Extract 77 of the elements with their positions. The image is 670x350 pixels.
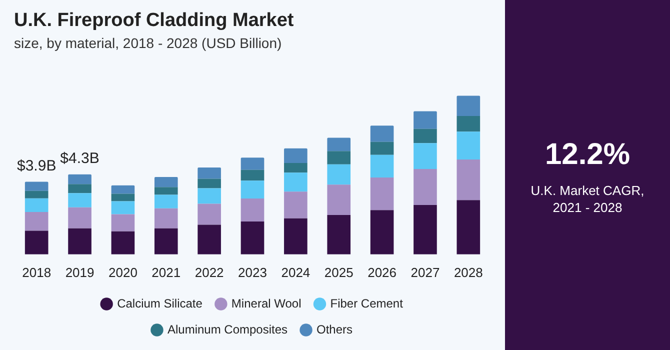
legend-label: Aluminum Composites xyxy=(167,322,288,336)
x-tick-label: 2021 xyxy=(152,264,181,280)
bar xyxy=(24,198,48,212)
chart-title: U.K. Fireproof Cladding Market xyxy=(14,10,294,32)
bar xyxy=(111,185,135,194)
bar xyxy=(111,201,135,214)
bar xyxy=(240,170,264,181)
x-tick-label: 2020 xyxy=(108,264,138,280)
bar xyxy=(327,184,351,216)
x-tick-label: 2024 xyxy=(281,264,310,280)
bar xyxy=(456,160,480,200)
bar xyxy=(284,148,308,164)
x-tick-label: 2022 xyxy=(194,264,224,280)
bar xyxy=(456,116,480,132)
bar xyxy=(456,132,480,160)
x-tick-label: 2019 xyxy=(65,264,94,280)
bar xyxy=(111,231,135,254)
bar xyxy=(327,151,351,164)
bar xyxy=(240,158,264,170)
annotation: $3.9B xyxy=(16,157,56,174)
legend-label: Calcium Silicate xyxy=(117,296,203,310)
bar xyxy=(414,128,437,144)
bar xyxy=(198,204,221,225)
bar xyxy=(68,174,92,184)
bar xyxy=(327,164,351,185)
text: 12.2% xyxy=(544,138,632,172)
legend-label: Fiber Cement xyxy=(330,296,404,310)
bar xyxy=(68,207,92,228)
bar xyxy=(24,190,48,198)
chart-subtitle: size, by material, 2018 - 2028 (USD Billion) xyxy=(14,35,282,51)
bar xyxy=(370,210,394,254)
bar xyxy=(327,138,351,152)
bar xyxy=(154,194,178,208)
bar xyxy=(284,172,308,192)
bar xyxy=(154,187,178,195)
bar xyxy=(198,167,221,179)
bar xyxy=(240,222,264,254)
bar xyxy=(414,169,437,206)
bar xyxy=(414,205,437,254)
bar xyxy=(370,154,394,178)
bar xyxy=(24,212,48,231)
bar xyxy=(456,200,480,254)
bar xyxy=(111,214,135,232)
bar xyxy=(370,142,394,155)
bar xyxy=(154,208,178,228)
bar xyxy=(370,126,394,142)
bar xyxy=(370,177,394,210)
text: U.K. Market CAGR, 2021 - 2028 xyxy=(530,182,646,216)
bar xyxy=(284,218,308,254)
bar xyxy=(198,224,221,254)
x-tick-label: 2018 xyxy=(22,264,52,280)
x-tick-label: 2026 xyxy=(368,264,397,280)
bar xyxy=(284,163,308,173)
legend-label: Mineral Wool xyxy=(231,296,302,310)
x-tick-label: 2028 xyxy=(454,264,483,280)
bar xyxy=(414,143,437,170)
bar xyxy=(240,198,264,222)
bar xyxy=(68,193,92,208)
bar xyxy=(327,215,351,254)
bar xyxy=(24,230,48,254)
bar xyxy=(68,184,92,194)
bar xyxy=(414,111,437,129)
annotation: $4.3B xyxy=(60,150,100,168)
x-tick-label: 2027 xyxy=(410,264,440,280)
bar xyxy=(198,178,221,188)
bar xyxy=(111,194,135,202)
x-tick-label: 2025 xyxy=(324,264,354,280)
bar xyxy=(456,96,480,116)
x-tick-label: 2023 xyxy=(238,264,267,280)
bar xyxy=(284,192,308,218)
bar xyxy=(154,176,178,188)
bar xyxy=(198,188,221,204)
legend-label: Others xyxy=(316,322,353,336)
bar xyxy=(154,228,178,254)
bar xyxy=(240,180,264,199)
bar xyxy=(24,182,48,191)
bar xyxy=(68,228,92,254)
